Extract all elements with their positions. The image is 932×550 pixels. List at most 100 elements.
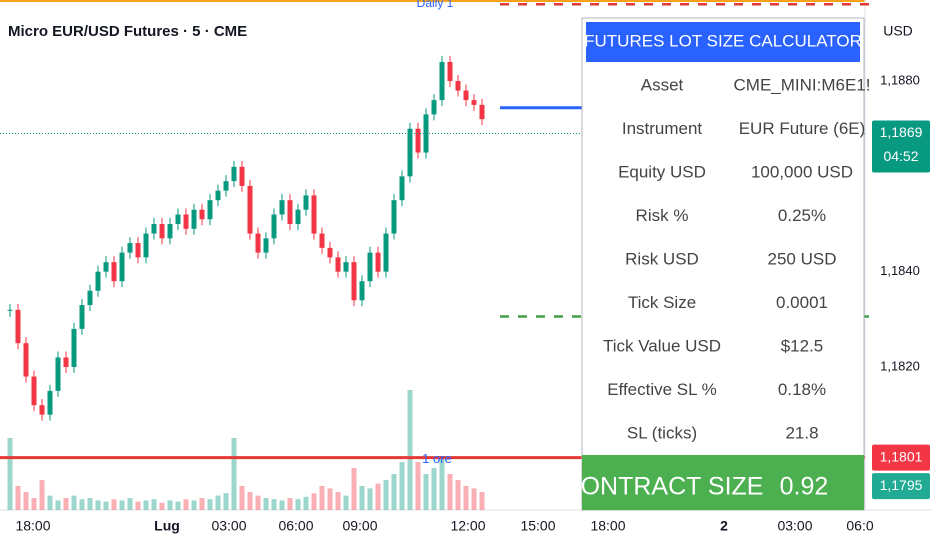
candle-body	[335, 257, 341, 272]
x-tick-label: 18:00	[15, 518, 50, 534]
x-tick-label: Lug	[154, 518, 180, 534]
candle-body	[127, 243, 133, 253]
candle-body	[143, 233, 149, 258]
candle-body	[223, 181, 229, 191]
calc-value: 21.8	[785, 423, 818, 442]
volume-bar	[263, 498, 269, 510]
candle-body	[71, 328, 77, 368]
calc-label: Risk %	[636, 206, 689, 225]
candle-body	[103, 262, 109, 272]
symbol-title: Micro EUR/USD Futures · 5 · CME	[8, 23, 247, 40]
candle-body	[31, 376, 37, 406]
x-tick-label: 18:00	[590, 518, 625, 534]
candle-body	[191, 209, 197, 229]
candle-body	[303, 195, 309, 210]
volume-bar	[127, 498, 133, 510]
volume-bar	[407, 390, 413, 510]
volume-bar	[319, 486, 325, 510]
session-label: 1 ore	[422, 451, 452, 466]
calc-label: Equity USD	[618, 162, 706, 181]
volume-bar	[47, 495, 53, 510]
volume-bar	[135, 501, 141, 510]
candle-body	[359, 281, 365, 301]
volume-bar	[71, 495, 77, 510]
calculator-frame	[581, 17, 865, 511]
calc-label: Tick Size	[628, 293, 696, 312]
volume-bar	[471, 488, 477, 510]
candle-body	[311, 195, 317, 234]
candle-body	[271, 214, 277, 239]
price-tag	[872, 444, 930, 471]
candle-body	[231, 166, 237, 182]
candle-body	[151, 224, 157, 234]
x-tick-label: 12:00	[450, 518, 485, 534]
candle-body	[215, 190, 221, 201]
volume-bar	[247, 492, 253, 510]
calc-value: EUR Future (6E)	[739, 119, 866, 138]
calc-value: $12.5	[781, 336, 824, 355]
x-tick-label: 03:00	[777, 518, 812, 534]
candle-body	[79, 305, 85, 329]
volume-bar	[303, 496, 309, 510]
volume-bar	[367, 488, 373, 510]
candle-body	[47, 390, 53, 415]
calc-value: 100,000 USD	[751, 162, 853, 181]
volume-bar	[55, 500, 61, 510]
candle-body	[447, 61, 453, 82]
volume-bar	[343, 495, 349, 510]
candle-body	[471, 100, 477, 105]
volume-bar	[175, 501, 181, 510]
countdown: 04:52	[883, 148, 918, 164]
volume-bar	[391, 474, 397, 510]
volume-bar	[15, 486, 21, 510]
candle-body	[399, 176, 405, 201]
calc-label: SL (ticks)	[627, 423, 697, 442]
calc-value: 0.18%	[778, 380, 826, 399]
volume-bar	[447, 474, 453, 510]
candle-body	[455, 81, 461, 91]
calc-value: 250 USD	[768, 249, 837, 268]
candle-body	[391, 200, 397, 234]
volume-bar	[223, 493, 229, 510]
price-tag-label: 1,1869	[880, 124, 923, 140]
volume-bar	[143, 500, 149, 510]
candle-body	[279, 200, 285, 215]
y-tick-label: 1,1840	[880, 263, 920, 278]
candle-body	[7, 309, 13, 311]
candle-body	[39, 405, 45, 415]
candle-body	[295, 209, 301, 225]
candle-body	[263, 238, 269, 253]
price-tag	[872, 473, 930, 500]
candle-body	[167, 224, 173, 239]
candle-body	[415, 128, 421, 153]
candle-body	[463, 90, 469, 101]
volume-bar	[375, 483, 381, 510]
volume-bar	[159, 502, 165, 510]
volume-bar	[311, 493, 317, 510]
volume-bar	[463, 486, 469, 510]
volume-bar	[23, 492, 29, 510]
volume-bar	[199, 498, 205, 510]
volume-bar	[327, 488, 333, 510]
calculator-title: FUTURES LOT SIZE CALCULATOR	[584, 31, 862, 50]
volume-bar	[239, 486, 245, 510]
calc-label: Risk USD	[625, 249, 699, 268]
volume-bar	[287, 498, 293, 510]
candle-body	[439, 61, 445, 101]
price-tag-label: 1,1801	[880, 448, 923, 464]
currency[interactable]: USD	[883, 23, 913, 39]
calc-value: 0.25%	[778, 206, 826, 225]
candle-body	[63, 357, 69, 368]
x-tick-label: 03:00	[211, 518, 246, 534]
calculator: FUTURES LOT SIZE CALCULATOR Asset CME_MIN…	[563, 17, 870, 511]
volume-bar	[415, 462, 421, 510]
x-tick-label: 2	[720, 518, 728, 534]
candle-body	[119, 252, 125, 282]
volume-bar	[295, 499, 301, 510]
volume-bar	[111, 499, 117, 510]
volume-bar	[167, 500, 173, 510]
volume-bar	[255, 495, 261, 510]
y-tick-label: 1,1820	[880, 358, 920, 373]
candle-body	[15, 309, 21, 344]
calculator-header	[586, 22, 860, 62]
